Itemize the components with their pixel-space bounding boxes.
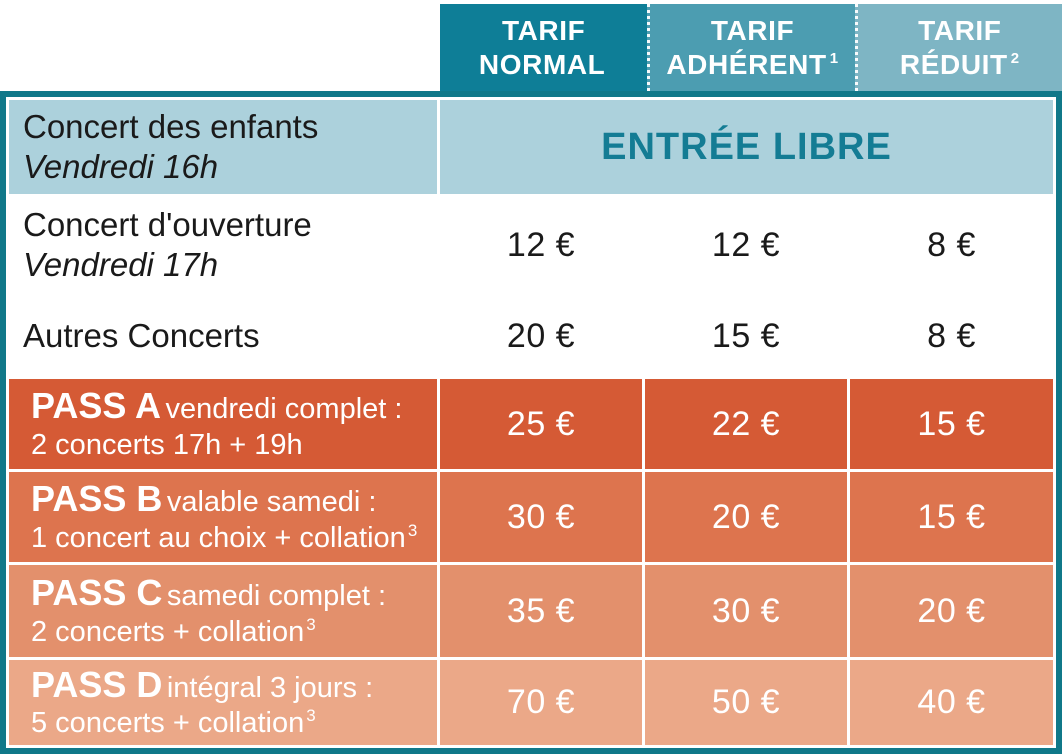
price-cell: 25 € — [440, 379, 642, 469]
row-pass-a: PASS A vendredi complet : 2 concerts 17h… — [9, 379, 1053, 469]
row-title: Concert d'ouverture — [23, 205, 312, 243]
superscript: 3 — [306, 614, 316, 634]
price-cell: 40 € — [850, 660, 1053, 745]
row-pass-b: PASS B valable samedi : 1 concert au cho… — [9, 472, 1053, 562]
row-subtitle: Vendredi 16h — [23, 148, 219, 185]
row-label: Autres Concerts — [9, 296, 437, 376]
price-cell: 50 € — [645, 660, 847, 745]
pass-desc: valable samedi : — [166, 486, 377, 519]
price-cell: 20 € — [506, 316, 576, 355]
pass-desc: samedi complet : — [166, 580, 387, 613]
table-header: TARIF NORMAL TARIF ADHÉRENT 1 TARIF RÉDUI… — [440, 4, 1062, 91]
pass-title: PASS B valable samedi : — [31, 478, 437, 519]
price-cell: 15 € — [711, 316, 781, 355]
row-autres-concerts: Autres Concerts 20 € 15 € 8 € — [9, 296, 1053, 376]
table-body: Concert des enfants Vendredi 16h ENTRÉE … — [0, 91, 1062, 754]
price-cell: 22 € — [645, 379, 847, 469]
row-label: Concert des enfants Vendredi 16h — [9, 100, 437, 194]
price-cell: 20 € — [850, 565, 1053, 657]
pass-detail: 2 concerts 17h + 19h — [31, 428, 303, 461]
row-label: PASS D intégral 3 jours : 5 concerts + c… — [9, 660, 437, 745]
pass-detail: 1 concert au choix + collation 3 — [31, 520, 418, 554]
header-line1: TARIF — [710, 15, 795, 47]
price-cell: 35 € — [440, 565, 642, 657]
header-line1: TARIF — [918, 15, 1002, 47]
pass-desc: intégral 3 jours : — [166, 671, 374, 704]
pass-desc: vendredi complet : — [165, 393, 403, 426]
superscript: 2 — [1010, 50, 1020, 68]
superscript: 1 — [829, 50, 839, 68]
row-pass-d: PASS D intégral 3 jours : 5 concerts + c… — [9, 660, 1053, 745]
pass-title: PASS A vendredi complet : — [31, 385, 437, 426]
superscript: 3 — [306, 706, 316, 726]
price-cell: 70 € — [440, 660, 642, 745]
row-concert-ouverture: Concert d'ouverture Vendredi 17h 12 € 12… — [9, 197, 1053, 293]
price-cell: 12 € — [506, 225, 576, 264]
price-cell: 30 € — [645, 565, 847, 657]
pass-name: PASS A — [31, 385, 162, 427]
header-line2: NORMAL — [478, 48, 606, 80]
header-line2: RÉDUIT 2 — [899, 48, 1020, 80]
column-header-tarif-normal: TARIF NORMAL — [440, 4, 648, 91]
pass-title: PASS D intégral 3 jours : — [31, 664, 437, 705]
pass-detail: 2 concerts + collation 3 — [31, 614, 316, 648]
header-line1: TARIF — [501, 15, 586, 47]
row-title: Autres Concerts — [23, 316, 260, 354]
header-line2: ADHÉRENT 1 — [666, 48, 839, 80]
row-title: Concert des enfants — [23, 107, 319, 145]
entree-libre-cell: ENTRÉE LIBRE — [440, 100, 1053, 194]
price-cell: 15 € — [850, 472, 1053, 562]
row-label: PASS B valable samedi : 1 concert au cho… — [9, 472, 437, 562]
price-cell: 12 € — [711, 225, 781, 264]
column-header-tarif-adherent: TARIF ADHÉRENT 1 — [647, 4, 855, 91]
pass-name: PASS D — [31, 663, 163, 705]
row-label: PASS C samedi complet : 2 concerts + col… — [9, 565, 437, 657]
pass-title: PASS C samedi complet : — [31, 572, 437, 613]
row-subtitle: Vendredi 17h — [23, 246, 219, 283]
row-concert-enfants: Concert des enfants Vendredi 16h ENTRÉE … — [9, 100, 1053, 194]
pass-name: PASS B — [31, 478, 163, 520]
price-cell: 8 € — [927, 225, 976, 264]
row-label: Concert d'ouverture Vendredi 17h — [9, 197, 437, 293]
pass-name: PASS C — [31, 572, 163, 614]
price-cell: 15 € — [850, 379, 1053, 469]
column-header-tarif-reduit: TARIF RÉDUIT 2 — [854, 4, 1062, 91]
price-cell: 8 € — [927, 316, 976, 355]
row-label: PASS A vendredi complet : 2 concerts 17h… — [9, 379, 437, 469]
superscript: 3 — [407, 520, 418, 540]
row-pass-c: PASS C samedi complet : 2 concerts + col… — [9, 565, 1053, 657]
price-cell: 30 € — [440, 472, 642, 562]
price-cell: 20 € — [645, 472, 847, 562]
pass-detail: 5 concerts + collation 3 — [31, 706, 316, 740]
